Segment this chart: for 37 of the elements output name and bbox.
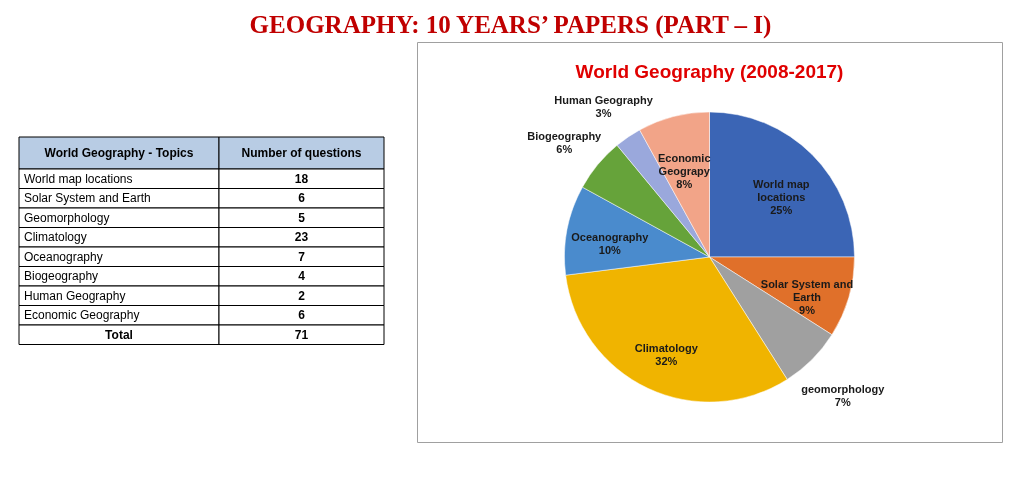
data-label: 9% (799, 304, 816, 317)
slice-label: Oceanography (571, 230, 650, 243)
data-label: 5 (298, 210, 306, 225)
data-label: 6% (556, 142, 573, 155)
data-label: 32% (655, 354, 678, 367)
category-label: Geomorphology (24, 210, 110, 225)
chart-title: World Geography (2008-2017) (575, 61, 844, 82)
category-label: Human Geography (24, 288, 126, 303)
data-label: 25% (770, 204, 793, 217)
slice-label: geomorphology (801, 383, 886, 396)
data-label: 4 (298, 269, 306, 284)
data-label: 2 (298, 288, 306, 303)
slice-label: Climatology (634, 341, 699, 354)
data-label: 3% (595, 107, 612, 120)
category-label: World map locations (24, 171, 133, 186)
category-label: Oceanography (24, 249, 103, 264)
data-label: 6 (298, 308, 306, 323)
category-label: Climatology (24, 230, 87, 245)
data-label: 7 (298, 249, 306, 264)
slice-label: World map locations (752, 178, 810, 204)
data-label: 7% (834, 396, 851, 409)
slice-label: Economic Geograpy (657, 151, 711, 177)
category-label: Biogeography (24, 269, 99, 284)
text: Number of questions (241, 146, 362, 160)
data-label: 6 (298, 191, 306, 206)
category-label: Solar System and Earth (24, 191, 151, 206)
data-label: 23 (294, 230, 309, 245)
text: GEOGRAPHY: 10 YEARS’ PAPERS (PART – I) (249, 10, 772, 39)
data-label: 10% (598, 243, 622, 256)
slice-label: Human Geography (554, 94, 654, 107)
slice-label: Biogeography (527, 129, 603, 142)
data-label: 18 (294, 171, 309, 186)
category-label: Total (105, 327, 133, 342)
data-label: 8% (676, 177, 693, 190)
text: World Geography - Topics (44, 146, 194, 160)
data-label: 71 (294, 327, 309, 342)
category-label: Economic Geography (24, 308, 140, 323)
